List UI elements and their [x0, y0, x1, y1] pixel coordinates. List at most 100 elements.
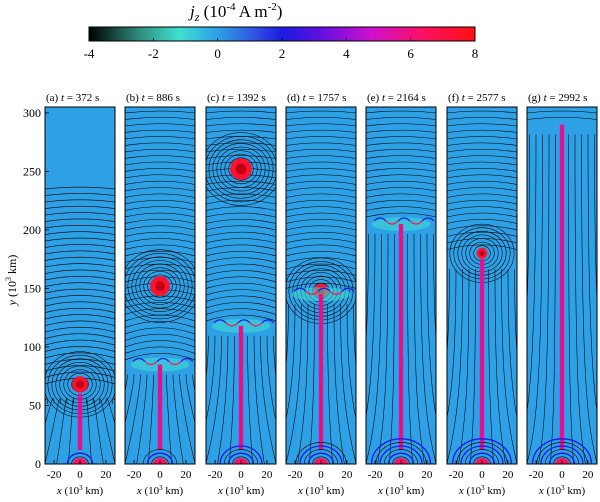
x-tick-label: 20: [261, 469, 273, 481]
flare-loop: [460, 445, 504, 464]
field-line: [45, 256, 115, 261]
field-line: [247, 335, 253, 464]
flux-rope-center: [75, 380, 85, 389]
x-axis-label-exponent: 3: [561, 484, 565, 492]
panel-content: [366, 110, 436, 464]
field-line: [125, 374, 128, 392]
x-tick-label: -20: [288, 469, 303, 481]
field-line: [45, 339, 115, 346]
panel-time: = 2577 s: [468, 92, 506, 104]
current-sheet-core: [79, 393, 81, 450]
flux-rope-ring: [147, 274, 173, 298]
x-axis-label: x (103 km): [458, 484, 506, 497]
turbulent-filament: [385, 220, 399, 225]
field-line: [206, 308, 276, 315]
field-line: [68, 398, 74, 464]
flare-loop: [464, 449, 500, 464]
x-axis-label: x (103 km): [377, 484, 425, 497]
field-line: [45, 250, 115, 255]
panel-a: (a) t = 372 s -20 0 20 x (103 km): [44, 92, 116, 497]
field-line: [86, 398, 92, 464]
panel-time-variable: t: [303, 92, 309, 104]
panel-d: (d) t = 1757 s -20 0 20 x (103 km): [285, 92, 357, 497]
field-line: [447, 110, 517, 114]
field-line: [594, 134, 597, 314]
field-line: [166, 374, 172, 464]
field-line: [125, 168, 195, 172]
x-axis-label-exponent: 3: [400, 484, 404, 492]
flux-rope-ring: [216, 146, 266, 192]
field-line: [286, 180, 356, 185]
flux-rope-ring: [208, 139, 274, 199]
field-line: [45, 237, 115, 242]
field-line: [148, 374, 154, 464]
flux-rope-center: [479, 250, 485, 257]
field-line: [125, 117, 195, 120]
field-line: [125, 193, 195, 198]
flux-rope-ring: [127, 256, 193, 316]
colorbar-ticks: -4 -2 0 2 4 6 8: [84, 38, 478, 61]
x-tick-label: 20: [100, 469, 112, 481]
field-line: [99, 398, 115, 464]
field-line: [447, 123, 517, 127]
field-line: [366, 161, 436, 166]
field-line: [136, 374, 148, 464]
field-line: [527, 117, 597, 120]
panel-time: = 2164 s: [388, 92, 426, 104]
panel-label: (d): [287, 92, 303, 104]
flare-loop: [548, 452, 576, 464]
field-line: [447, 225, 517, 231]
y-tick-label: 300: [23, 106, 41, 120]
field-line: [206, 251, 276, 257]
x-axis-label-prefix: (10: [303, 485, 321, 497]
field-line: [45, 282, 115, 287]
field-line: [286, 225, 356, 231]
y-axis-label-prefix: (10: [5, 281, 19, 300]
field-line: [45, 398, 55, 425]
field-line: [286, 110, 356, 114]
x-axis-label-symbol: x: [458, 485, 464, 497]
field-line: [366, 148, 436, 153]
x-axis-label-symbol: x: [136, 485, 142, 497]
colorbar-title-subscript: z: [194, 10, 200, 24]
field-line: [366, 174, 436, 179]
x-tick-label: -20: [368, 469, 383, 481]
field-line: [206, 142, 276, 146]
panel-time-variable: t: [61, 92, 67, 104]
field-line: [286, 212, 356, 218]
colorbar-title-prefix: (10: [199, 2, 226, 21]
field-line: [458, 269, 470, 464]
current-sheet-core: [240, 325, 242, 450]
colorbar-tick-label: -2: [148, 46, 159, 61]
field-line: [273, 335, 276, 379]
turbulent-filament: [409, 220, 423, 225]
field-line: [192, 374, 195, 392]
field-line: [447, 231, 517, 237]
field-line: [447, 199, 517, 205]
field-line: [56, 398, 68, 464]
panel-title: (e) t = 2164 s: [367, 92, 426, 104]
x-axis-label-prefix: (10: [62, 485, 80, 497]
turbulent-filament: [421, 217, 435, 222]
colorbar-title: jz (10-4 A m-2): [188, 1, 282, 24]
flux-rope-ring: [143, 271, 177, 302]
x-axis-label-symbol: x: [56, 485, 62, 497]
panel-b: (b) t = 886 s -20 0 20 x (103 km): [124, 92, 196, 497]
field-line: [297, 304, 309, 464]
y-tick-label: 0: [35, 457, 41, 471]
y-axis-label-symbol: y: [5, 299, 19, 306]
flux-rope-ring: [206, 132, 276, 206]
field-line: [45, 263, 115, 268]
field-line: [447, 136, 517, 140]
x-tick-label: 0: [398, 469, 404, 481]
field-line: [366, 193, 436, 198]
field-line: [447, 187, 517, 192]
field-line: [514, 269, 517, 357]
panel-c: (c) t = 1392 s -20 0 20 x (103 km): [205, 92, 277, 497]
field-line: [286, 161, 356, 166]
flux-rope-center: [155, 281, 165, 292]
field-line: [206, 282, 276, 289]
field-line: [286, 117, 356, 120]
field-line: [447, 129, 517, 133]
panel-time: = 886 s: [147, 92, 179, 104]
